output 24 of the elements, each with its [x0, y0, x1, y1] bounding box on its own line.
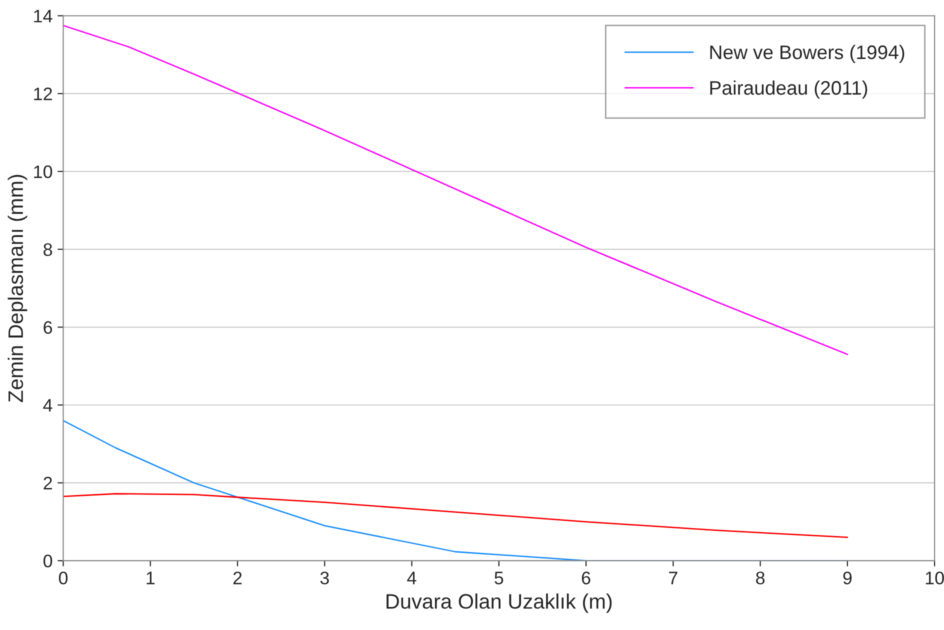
line-series: [63, 493, 848, 538]
x-tick-label: 5: [494, 572, 504, 584]
y-tick-label: 14: [34, 10, 52, 22]
x-tick-label: 1: [146, 572, 155, 584]
x-tick-label: 9: [843, 572, 852, 584]
legend-label: New ve Bowers (1994): [710, 44, 904, 64]
y-axis-title: Zemin Deplasmanı (mm): [8, 174, 28, 402]
y-tick-label: 2: [44, 476, 52, 490]
x-tick-label: 10: [926, 572, 944, 584]
legend-label: Pairaudeau (2011): [710, 80, 868, 99]
x-tick-label: 6: [582, 572, 590, 584]
y-tick-label: 10: [34, 165, 52, 178]
y-tick-label: 6: [44, 321, 52, 334]
y-tick-label: 4: [43, 399, 52, 412]
y-tick-label: 0: [43, 554, 52, 568]
x-tick-label: 0: [58, 572, 68, 584]
x-tick-label: 3: [320, 572, 329, 584]
x-axis-title: Duvara Olan Uzaklık (m): [386, 594, 612, 613]
x-tick-label: 4: [407, 572, 416, 584]
y-tick-label: 8: [44, 243, 52, 256]
x-tick-label: 8: [756, 572, 765, 584]
x-tick-label: 7: [669, 572, 678, 584]
x-tick-label: 2: [233, 572, 242, 584]
y-tick-label: 12: [34, 88, 52, 100]
